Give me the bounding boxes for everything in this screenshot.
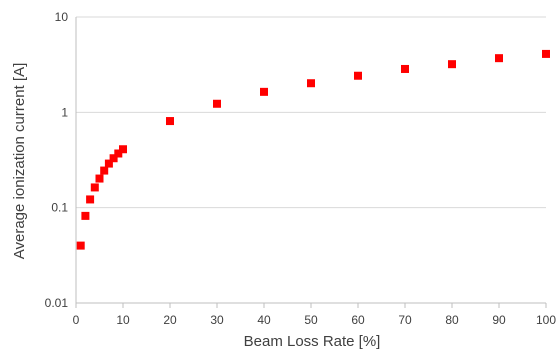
data-point [90,183,99,192]
y-tick-label: 10 [55,10,69,24]
data-points [76,49,550,250]
x-tick-label: 80 [445,313,459,327]
data-point [213,99,221,108]
data-point [307,79,315,88]
data-point [495,54,503,63]
data-point [119,145,127,154]
x-tick-label: 0 [73,313,80,327]
x-tick-label: 30 [210,313,224,327]
x-tick-label: 90 [492,313,506,327]
data-point [81,211,90,220]
data-point [114,149,123,158]
y-axis-title: Average ionization current [A] [11,63,28,260]
y-tick-label: 0.1 [51,201,68,215]
x-axis-title: Beam Loss Rate [%] [244,333,381,350]
data-point [76,241,85,250]
axes [75,17,547,308]
data-point [354,71,362,80]
x-tick-label: 100 [536,313,556,327]
y-tick-label: 0.01 [45,296,69,310]
data-point [260,87,268,96]
data-point [109,154,118,163]
x-tick-label: 60 [351,313,365,327]
x-tick-label: 50 [304,313,318,327]
x-tick-label: 40 [257,313,271,327]
data-point [166,117,174,126]
data-point [104,159,113,168]
x-tick-label: 10 [116,313,130,327]
data-point [448,60,456,69]
data-point [100,166,109,175]
y-tick-label: 1 [61,105,68,119]
data-point [86,195,95,204]
x-tick-label: 70 [398,313,412,327]
x-tick-label: 20 [163,313,177,327]
data-point [542,49,550,58]
data-point [401,64,409,73]
gridlines [76,16,546,209]
data-point [95,174,104,183]
